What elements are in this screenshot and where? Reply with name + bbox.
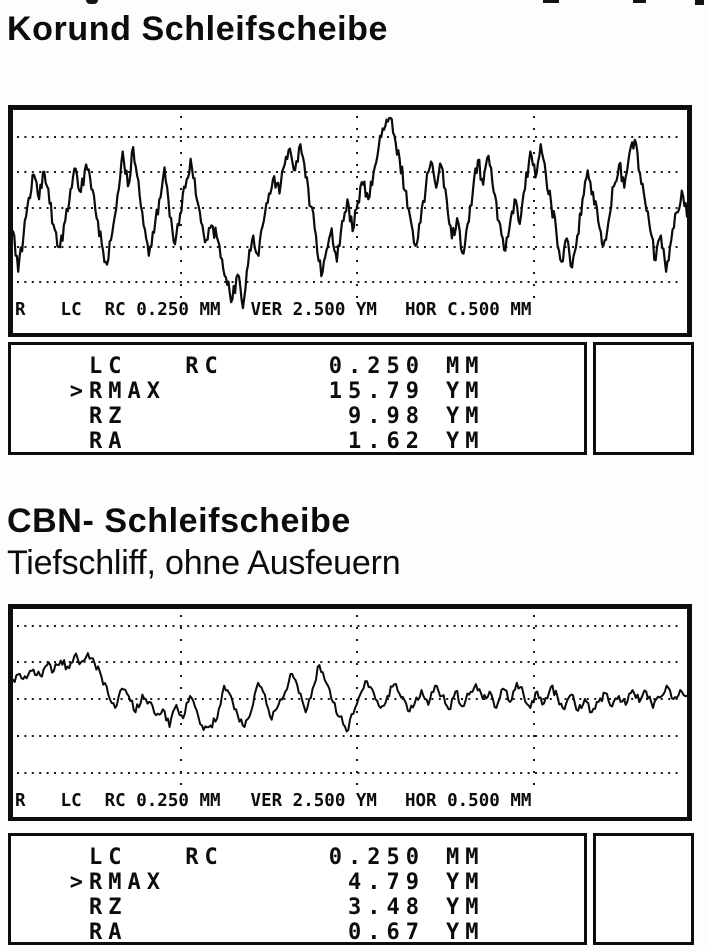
korund-readout-panel: LC RC 0.250 MM > RMAX 15.79 YM RZ 9.98 YM RA 1.6… [8, 342, 587, 455]
readout-row-ra: RA 1.62 YM [11, 429, 584, 454]
readout-unit: MM [446, 845, 485, 870]
readout-row-rmax: > RMAX 4.79 YM [11, 870, 584, 895]
readout-label: RA [89, 429, 128, 454]
readout-unit: YM [446, 870, 485, 895]
cbn-profile-chart: R LC RC 0.250 MM VER 2.500 YM HOR 0.500 … [8, 604, 692, 821]
chart-status-line-cbn: R LC RC 0.250 MM VER 2.500 YM HOR 0.500 … [15, 791, 531, 811]
chart-status-line-korund: R LC RC 0.250 MM VER 2.500 YM HOR C.500 … [15, 300, 531, 320]
readout-row-rmax: > RMAX 15.79 YM [11, 379, 584, 404]
readout-label: RMAX [89, 379, 166, 404]
readout-prefix [11, 895, 89, 920]
readout-prefix [11, 354, 89, 379]
cropped-text-fragment [86, 0, 98, 4]
korund-profile-chart: R LC RC 0.250 MM VER 2.500 YM HOR C.500 … [8, 105, 692, 337]
readout-label: RMAX [89, 870, 166, 895]
readout-prefix: > [69, 870, 89, 895]
status-hor-value: HOR 0.500 MM [404, 791, 532, 811]
status-hor-value: HOR C.500 MM [404, 300, 532, 320]
roughness-trace-korund [13, 116, 687, 310]
readout-prefix [11, 845, 89, 870]
readout-value: 1.62 [348, 429, 425, 454]
status-rc-value: RC 0.250 MM [104, 300, 221, 320]
readout-label: RZ [89, 895, 128, 920]
readout-unit: YM [446, 404, 485, 429]
cropped-text-fragment [543, 0, 559, 3]
readout-row-lc-rc: LC RC 0.250 MM [11, 354, 584, 379]
readout-value: 3.48 [348, 895, 425, 920]
cbn-readout-side-box [593, 833, 694, 945]
section-subtitle-cbn: Tiefschliff, ohne Ausfeuern [7, 544, 401, 582]
readout-prefix [11, 429, 89, 452]
readout-prefix: > [69, 379, 89, 404]
readout-value: 9.98 [348, 404, 425, 429]
section-title-cbn: CBN- Schleifscheibe [7, 502, 351, 540]
readout-value: 0.250 [328, 845, 425, 870]
status-ver-value: VER 2.500 YM [250, 791, 377, 811]
readout-row-lc-rc: LC RC 0.250 MM [11, 845, 584, 870]
readout-prefix [11, 404, 89, 429]
readout-unit: YM [446, 429, 485, 454]
status-lc-label: LC [60, 791, 82, 811]
cbn-readout-panel: LC RC 0.250 MM > RMAX 4.79 YM RZ 3.48 YM RA 0.67… [8, 833, 587, 945]
readout-unit: YM [446, 895, 485, 920]
readout-row-rz: RZ 9.98 YM [11, 404, 584, 429]
cropped-text-fragment [633, 0, 646, 3]
status-rc-value: RC 0.250 MM [104, 791, 221, 811]
status-lc-label: LC [60, 300, 82, 320]
roughness-trace-cbn [13, 615, 687, 789]
readout-unit: MM [446, 354, 485, 379]
readout-label: RA [89, 920, 128, 945]
readout-label: LC RC [89, 354, 224, 379]
section-title-korund: Korund Schleifscheibe [7, 10, 389, 48]
readout-value: 15.79 [328, 379, 425, 404]
cropped-text-fragment [695, 0, 704, 5]
readout-prefix [11, 920, 89, 942]
readout-value: 4.79 [348, 870, 425, 895]
readout-label: LC RC [89, 845, 224, 870]
korund-readout-side-box [593, 342, 694, 455]
readout-unit: YM [446, 920, 485, 945]
readout-row-ra: RA 0.67 YM [11, 920, 584, 945]
readout-value: 0.67 [348, 920, 425, 945]
readout-row-rz: RZ 3.48 YM [11, 895, 584, 920]
status-ver-value: VER 2.500 YM [250, 300, 377, 320]
readout-unit: YM [446, 379, 485, 404]
status-r-label: R [15, 300, 26, 320]
status-r-label: R [15, 791, 26, 811]
readout-label: RZ [89, 404, 128, 429]
readout-value: 0.250 [328, 354, 425, 379]
